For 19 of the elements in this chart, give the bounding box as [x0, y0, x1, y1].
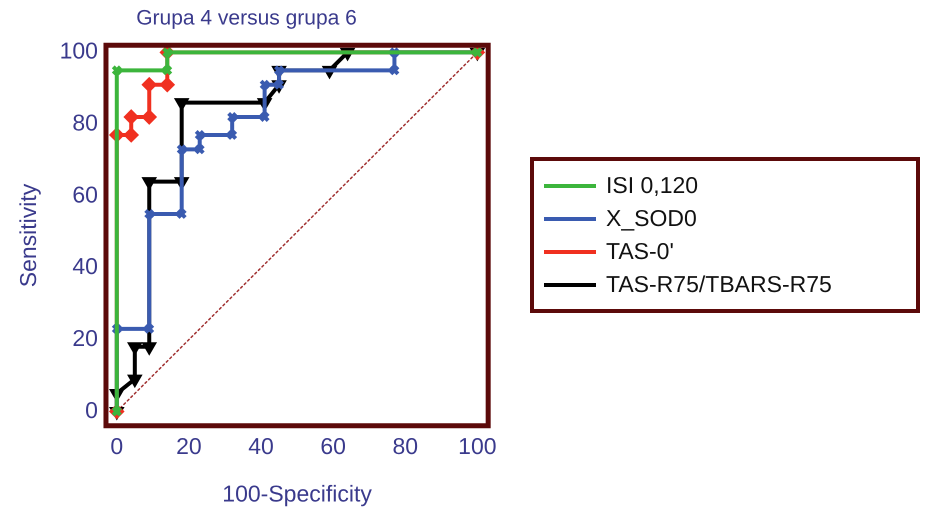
legend-label: ISI 0,120: [606, 172, 698, 199]
y-tick-label: 40: [72, 253, 98, 280]
legend-label: TAS-0': [606, 238, 674, 265]
y-tick-label: 60: [72, 181, 98, 208]
x-tick-label: 0: [110, 432, 124, 459]
x-tick-label: 80: [392, 432, 418, 459]
x-tick-label: 100: [458, 432, 497, 459]
x-tick-label: 20: [176, 432, 202, 459]
x-axis-title: 100-Specificity: [222, 480, 372, 507]
x-tick-label: 40: [248, 432, 274, 459]
y-tick-label: 0: [85, 396, 98, 423]
legend-label: TAS-R75/TBARS-R75: [606, 271, 832, 298]
y-tick-label: 100: [60, 38, 98, 64]
x-tick-label: 60: [320, 432, 346, 459]
legend-label: X_SOD0: [606, 205, 697, 232]
y-tick-label: 80: [72, 110, 98, 136]
chart-title: Grupa 4 versus grupa 6: [136, 6, 357, 30]
y-tick-label: 20: [72, 324, 98, 351]
y-axis-title: Sensitivity: [15, 183, 42, 288]
